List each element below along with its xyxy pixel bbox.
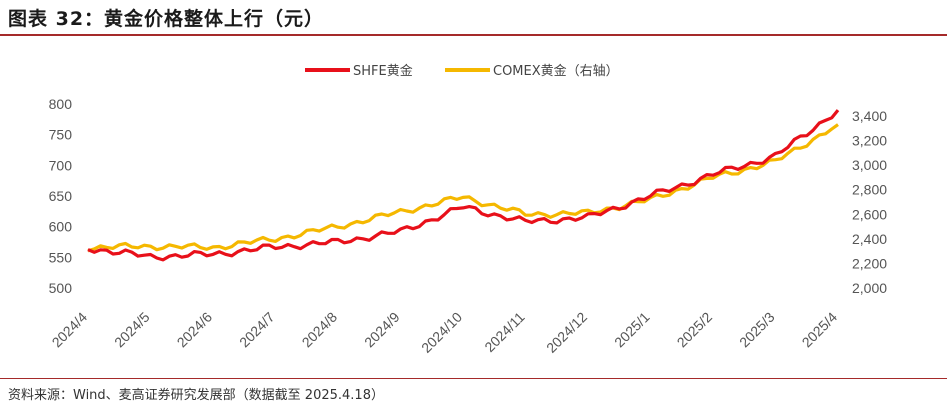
left-tick-label: 700 <box>49 157 73 173</box>
right-tick-label: 3,400 <box>852 108 887 124</box>
x-tick-label: 2024/11 <box>481 309 528 356</box>
x-tick-label: 2024/8 <box>299 309 341 351</box>
left-tick-label: 500 <box>49 280 73 296</box>
right-tick-label: 2,200 <box>852 255 887 271</box>
title-divider <box>0 34 947 36</box>
x-tick-label: 2024/4 <box>49 309 91 351</box>
right-tick-label: 2,000 <box>852 280 887 296</box>
right-tick-label: 3,000 <box>852 157 887 173</box>
right-tick-label: 2,600 <box>852 206 887 222</box>
x-axis: 2024/4 2024/5 2024/6 2024/7 2024/8 2024/9 2024… <box>49 309 841 356</box>
chart-title: 图表 32：黄金价格整体上行（元） <box>8 8 325 30</box>
left-axis: 500 550 600 650 700 750 800 <box>49 96 73 296</box>
source-note: 资料来源：Wind、麦高证券研究发展部（数据截至 2025.4.18） <box>8 388 384 403</box>
left-tick-label: 600 <box>49 219 73 235</box>
legend-label-comex: COMEX黄金（右轴） <box>493 63 619 79</box>
left-tick-label: 550 <box>49 249 73 265</box>
x-tick-label: 2024/6 <box>174 309 216 351</box>
left-tick-label: 650 <box>49 188 73 204</box>
x-tick-label: 2024/10 <box>418 309 465 356</box>
series-line-comex <box>87 123 839 253</box>
x-tick-label: 2024/5 <box>111 309 153 351</box>
x-tick-label: 2024/12 <box>543 309 590 356</box>
legend: SHFE黄金 COMEX黄金（右轴） <box>305 63 619 79</box>
footer-divider <box>0 378 947 379</box>
gold-price-chart: SHFE黄金 COMEX黄金（右轴） 500550600650700750800 … <box>49 63 888 356</box>
left-tick-label: 800 <box>49 96 73 112</box>
series-line-shfe <box>87 109 840 262</box>
series-group <box>87 109 840 262</box>
left-tick-label: 750 <box>49 127 73 143</box>
right-axis: 2,000 2,200 2,400 2,600 2,800 3,000 3,200 3,400 <box>852 108 887 296</box>
legend-label-shfe: SHFE黄金 <box>353 63 413 79</box>
right-tick-label: 2,800 <box>852 182 887 198</box>
right-tick-label: 3,200 <box>852 133 887 149</box>
x-tick-label: 2025/2 <box>674 309 716 351</box>
x-tick-label: 2025/1 <box>611 309 653 351</box>
x-tick-label: 2025/4 <box>799 309 841 351</box>
right-tick-label: 2,400 <box>852 231 887 247</box>
x-tick-label: 2025/3 <box>736 309 778 351</box>
x-tick-label: 2024/9 <box>361 309 403 351</box>
x-tick-label: 2024/7 <box>236 309 278 351</box>
